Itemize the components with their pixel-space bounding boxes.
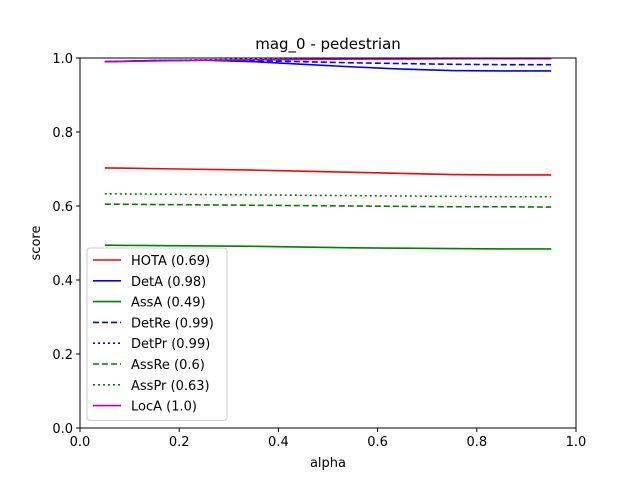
legend-label: DetA (0.98) — [131, 275, 206, 290]
x-tick-label: 0.4 — [268, 435, 289, 450]
y-axis-ticks: 0.0 0.2 0.4 0.6 0.8 1.0 — [52, 52, 80, 437]
legend-label: LocA (1.0) — [131, 400, 197, 415]
series-line-2 — [104, 244, 552, 250]
x-tick-label: 0.2 — [169, 435, 190, 450]
chart-title: mag_0 - pedestrian — [255, 35, 401, 54]
y-tick-label: 0.6 — [52, 200, 73, 215]
y-tick-label: 0.2 — [52, 348, 73, 363]
x-axis-label: alpha — [310, 456, 346, 471]
plot-frame — [79, 57, 577, 429]
legend-label: AssA (0.49) — [131, 296, 206, 311]
y-tick-label: 0.0 — [52, 422, 73, 437]
legend-label: HOTA (0.69) — [131, 254, 210, 269]
series-line-7 — [104, 57, 552, 63]
legend-label: DetPr (0.99) — [131, 337, 210, 352]
y-tick-label: 1.0 — [52, 52, 73, 67]
plot-lines — [104, 57, 552, 250]
x-tick-label: 0.0 — [70, 435, 91, 450]
series-line-5 — [104, 203, 552, 208]
y-axis-label: score — [29, 226, 44, 261]
series-line-0 — [104, 167, 552, 176]
x-tick-label: 1.0 — [566, 435, 587, 450]
legend-label: AssRe (0.6) — [131, 358, 205, 373]
y-tick-label: 0.4 — [52, 274, 73, 289]
x-tick-label: 0.8 — [466, 435, 487, 450]
x-axis-ticks: 0.0 0.2 0.4 0.6 0.8 1.0 — [70, 428, 587, 450]
legend-label: AssPr (0.63) — [131, 379, 210, 394]
y-tick-label: 0.8 — [52, 126, 73, 141]
legend: HOTA (0.69) DetA (0.98) AssA (0.49) DetRe (… — [86, 247, 228, 421]
legend-label: DetRe (0.99) — [131, 316, 214, 331]
x-tick-label: 0.6 — [367, 435, 388, 450]
legend-box — [86, 247, 228, 421]
